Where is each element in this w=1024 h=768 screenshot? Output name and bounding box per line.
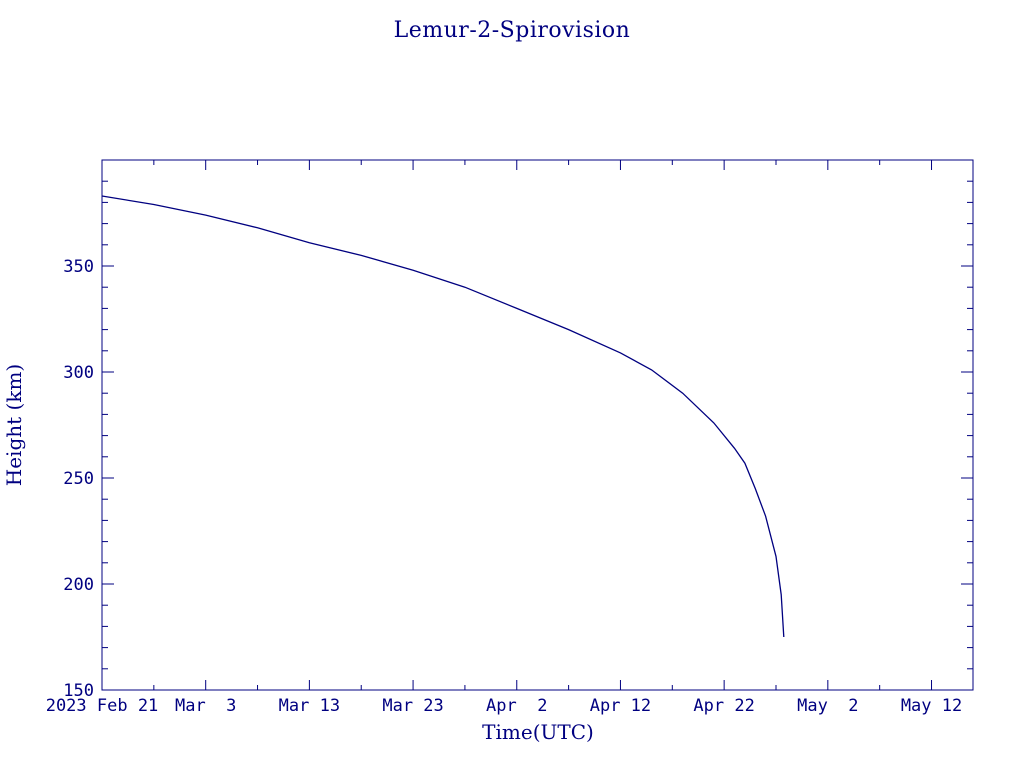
x-tick-label: Apr 22 — [693, 696, 754, 716]
x-axis-tick-labels: 2023 Feb 21 Mar 3 Mar 13 Mar 23 Apr 2 Apr 12 A… — [46, 696, 963, 716]
x-tick-label: Mar 23 — [382, 696, 443, 716]
y-tick-label: 350 — [63, 257, 94, 277]
chart-title: Lemur-2-Spirovision — [394, 18, 631, 43]
x-tick-label: Apr 12 — [590, 696, 651, 716]
x-tick-label: 2023 Feb 21 — [46, 696, 159, 716]
x-tick-label: Mar 13 — [279, 696, 340, 716]
y-tick-label: 250 — [63, 469, 94, 489]
series-line-height — [101, 195, 785, 638]
x-axis-label: Time(UTC) — [482, 720, 594, 744]
y-axis-label: Height (km) — [2, 364, 26, 486]
y-tick-label: 150 — [63, 681, 94, 701]
y-tick-label: 200 — [63, 575, 94, 595]
x-tick-label: Apr 2 — [486, 696, 547, 716]
y-tick-label: 300 — [63, 363, 94, 383]
x-tick-label: May 2 — [797, 696, 858, 716]
axis-ticks — [101, 159, 973, 691]
plot-frame — [101, 159, 974, 691]
x-tick-label: May 12 — [901, 696, 962, 716]
y-axis-tick-labels: 150 200 250 300 350 — [63, 257, 94, 701]
x-tick-label: Mar 3 — [175, 696, 236, 716]
